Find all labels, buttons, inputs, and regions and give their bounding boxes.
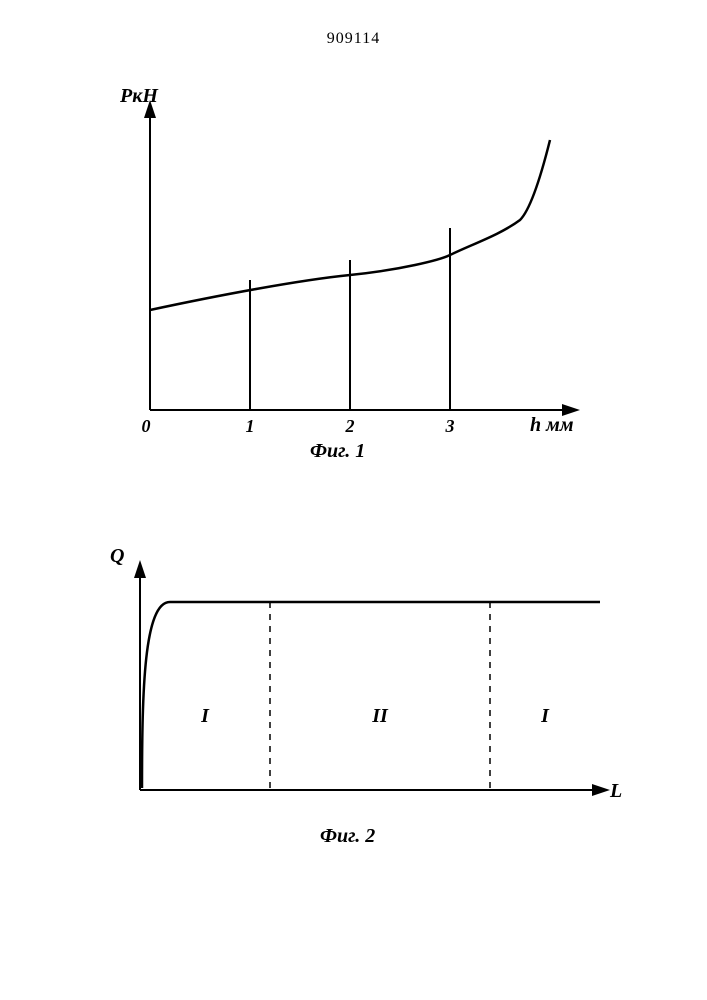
- fig2-region-1: I: [195, 705, 215, 728]
- fig1-tick-3: 3: [440, 416, 460, 437]
- fig2-region-3: I: [535, 705, 555, 728]
- page: 909114 PкH h мм 0 1 2 3 Фиг. 1: [0, 0, 707, 1000]
- document-number: 909114: [0, 30, 707, 48]
- fig2-x-label: L: [610, 780, 622, 803]
- figure-2-svg: [90, 540, 630, 820]
- figure-1-svg: [100, 80, 620, 440]
- fig1-tick-2: 2: [340, 416, 360, 437]
- figure-2: Q L I II I Фиг. 2: [90, 540, 630, 860]
- fig2-region-2: II: [370, 705, 390, 728]
- fig2-y-label: Q: [110, 545, 124, 568]
- fig1-caption: Фиг. 1: [310, 440, 365, 463]
- fig1-tick-1: 1: [240, 416, 260, 437]
- fig1-tick-0: 0: [136, 416, 156, 437]
- fig2-curve: [142, 602, 600, 788]
- fig2-x-arrow: [592, 784, 610, 796]
- figure-1: PкH h мм 0 1 2 3 Фиг. 1: [100, 80, 620, 460]
- fig2-caption: Фиг. 2: [320, 825, 375, 848]
- fig2-y-arrow: [134, 560, 146, 578]
- fig1-y-label: PкH: [120, 85, 158, 108]
- fig1-x-label: h мм: [530, 414, 574, 437]
